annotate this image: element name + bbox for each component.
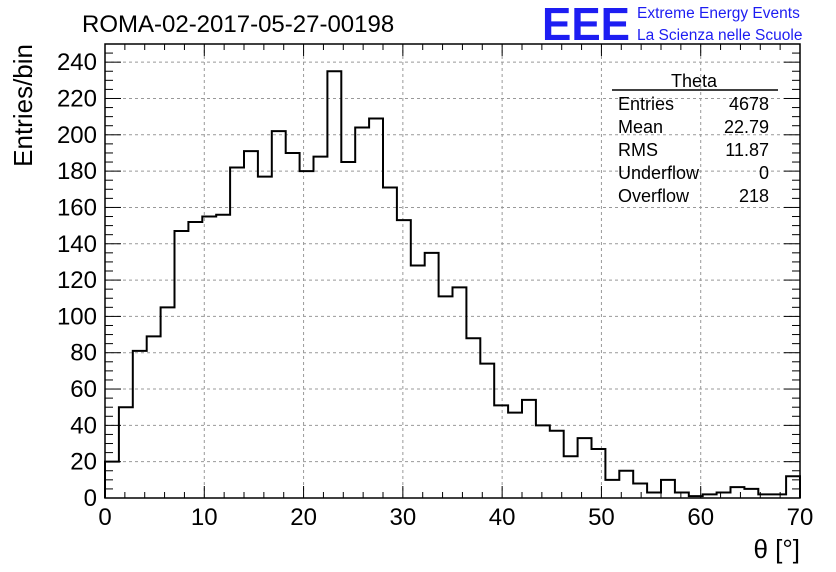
- x-tick-labels: 0 10 20 30 40 50 60 70: [98, 504, 813, 531]
- y-tick-label: 180: [57, 158, 97, 185]
- stats-rows: Entries 4678 Mean 22.79 RMS 11.87 Underflow 0 Ov…: [618, 94, 769, 206]
- histogram-bin: [397, 220, 411, 498]
- x-tick-label: 60: [687, 504, 714, 531]
- x-tick-label: 70: [787, 504, 814, 531]
- stats-value: 4678: [729, 94, 769, 114]
- histogram-bin: [578, 438, 592, 498]
- stats-value: 0: [759, 163, 769, 183]
- histogram-bin: [744, 489, 758, 498]
- histogram-outline: [104, 70, 801, 498]
- y-tick-label: 160: [57, 194, 97, 221]
- y-tick-label: 120: [57, 267, 97, 294]
- y-tick-label: 140: [57, 231, 97, 258]
- y-tick-label: 240: [57, 49, 97, 76]
- x-tick-label: 0: [98, 504, 111, 531]
- histogram-bin: [272, 131, 286, 498]
- histogram-bin: [592, 449, 606, 498]
- stats-value: 22.79: [724, 117, 769, 137]
- stats-label: RMS: [618, 140, 658, 160]
- stats-label: Overflow: [618, 186, 690, 206]
- histogram-bin: [453, 287, 467, 498]
- histogram-bin: [383, 187, 397, 498]
- y-axis-label: Entries/bin: [8, 44, 38, 167]
- y-tick-label: 80: [70, 340, 97, 367]
- histogram-bin: [244, 151, 258, 498]
- histogram-bin: [147, 336, 161, 498]
- x-tick-label: 10: [191, 504, 218, 531]
- histogram-bin: [369, 118, 383, 498]
- y-tick-label: 220: [57, 85, 97, 112]
- stats-value: 218: [739, 186, 769, 206]
- histogram-bin: [175, 231, 189, 498]
- histogram-bin: [258, 177, 272, 498]
- eee-logo-mark: EEE: [542, 0, 630, 50]
- histogram-bin: [605, 480, 619, 498]
- histogram-bin: [341, 162, 355, 498]
- histogram-bin: [661, 480, 675, 498]
- histogram-bars: [104, 70, 801, 498]
- histogram-bin: [300, 171, 314, 498]
- chart-title: ROMA-02-2017-05-27-00198: [82, 11, 394, 38]
- x-tick-label: 50: [588, 504, 615, 531]
- histogram-bin: [564, 456, 578, 498]
- histogram-bin: [286, 153, 300, 498]
- plot-frame: [104, 43, 801, 499]
- histogram-bin: [133, 351, 147, 498]
- histogram-bin: [230, 167, 244, 498]
- histogram-bin: [633, 483, 647, 498]
- eee-logo-line1: Extreme Energy Events: [637, 5, 800, 22]
- eee-logo: EEE Extreme Energy Events La Scienza nel…: [542, 0, 802, 50]
- y-tick-labels: 0 20 40 60 80 100 120 140 160 180 200 220 240: [57, 49, 97, 512]
- x-axis-label: θ [°]: [753, 534, 800, 564]
- y-tick-label: 20: [70, 449, 97, 476]
- histogram-bin: [188, 222, 202, 498]
- y-tick-label: 60: [70, 376, 97, 403]
- histogram-bin: [216, 215, 230, 498]
- x-tick-label: 20: [290, 504, 317, 531]
- stats-label: Entries: [618, 94, 674, 114]
- histogram-bin: [411, 266, 425, 498]
- x-tick-label: 30: [390, 504, 417, 531]
- y-tick-label: 200: [57, 122, 97, 149]
- histogram-bin: [161, 307, 175, 498]
- stats-label: Mean: [618, 117, 663, 137]
- histogram-bin: [119, 407, 133, 498]
- histogram-bin: [466, 338, 480, 498]
- axis-ticks: [104, 43, 801, 499]
- y-tick-label: 40: [70, 412, 97, 439]
- histogram-bin: [480, 364, 494, 498]
- histogram-bin: [355, 128, 369, 498]
- histogram-bin: [439, 296, 453, 498]
- y-tick-label: 100: [57, 303, 97, 330]
- histogram-bin: [494, 405, 508, 498]
- stats-label: Underflow: [618, 163, 700, 183]
- x-tick-label: 40: [489, 504, 516, 531]
- stats-value: 11.87: [725, 140, 769, 160]
- histogram-bin: [550, 431, 564, 498]
- y-tick-label: 0: [84, 485, 97, 512]
- stats-box: Theta Entries 4678 Mean 22.79 RMS 11.87 Underf…: [612, 71, 778, 206]
- stats-box-title: Theta: [671, 71, 718, 91]
- histogram-bin: [522, 400, 536, 498]
- grid-lines: [105, 44, 800, 498]
- eee-logo-line2: La Scienza nelle Scuole: [637, 27, 802, 44]
- histogram-bin: [731, 487, 745, 498]
